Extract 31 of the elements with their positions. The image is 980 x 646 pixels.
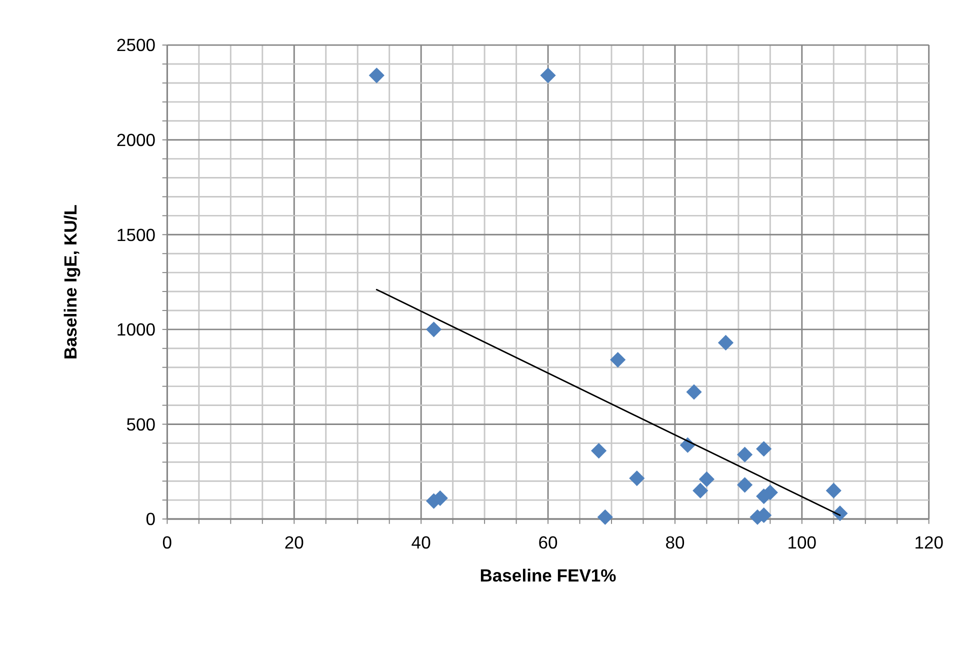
- point: [540, 68, 556, 84]
- y-axis-title: Baseline IgE, KU/L: [60, 204, 80, 360]
- point: [426, 322, 442, 338]
- point: [686, 384, 702, 400]
- point: [692, 482, 708, 498]
- x-tick-label: 80: [665, 532, 685, 552]
- y-tick-label: 2500: [116, 35, 156, 56]
- point: [736, 477, 753, 493]
- y-tick-label: 500: [126, 414, 156, 434]
- point: [826, 482, 842, 498]
- point: [698, 471, 715, 488]
- x-axis-title: Baseline FEV1%: [480, 565, 617, 586]
- point: [368, 68, 384, 84]
- y-tick-label: 0: [146, 509, 156, 530]
- point: [832, 506, 848, 522]
- x-tick-label: 0: [162, 532, 172, 552]
- x-tick-label: 40: [411, 532, 432, 552]
- point: [597, 509, 613, 525]
- y-tick-label: 1500: [116, 224, 156, 245]
- y-tick-label: 2000: [116, 130, 156, 150]
- x-tick-label: 60: [538, 532, 558, 552]
- point: [629, 470, 645, 486]
- y-tick-label: 1000: [116, 320, 156, 340]
- x-tick-label: 100: [787, 532, 817, 552]
- point: [610, 352, 626, 368]
- point: [591, 442, 607, 459]
- point: [756, 441, 772, 457]
- point: [718, 334, 734, 351]
- x-tick-label: 120: [914, 532, 944, 552]
- point: [736, 446, 753, 462]
- x-tick-label: 20: [284, 532, 304, 552]
